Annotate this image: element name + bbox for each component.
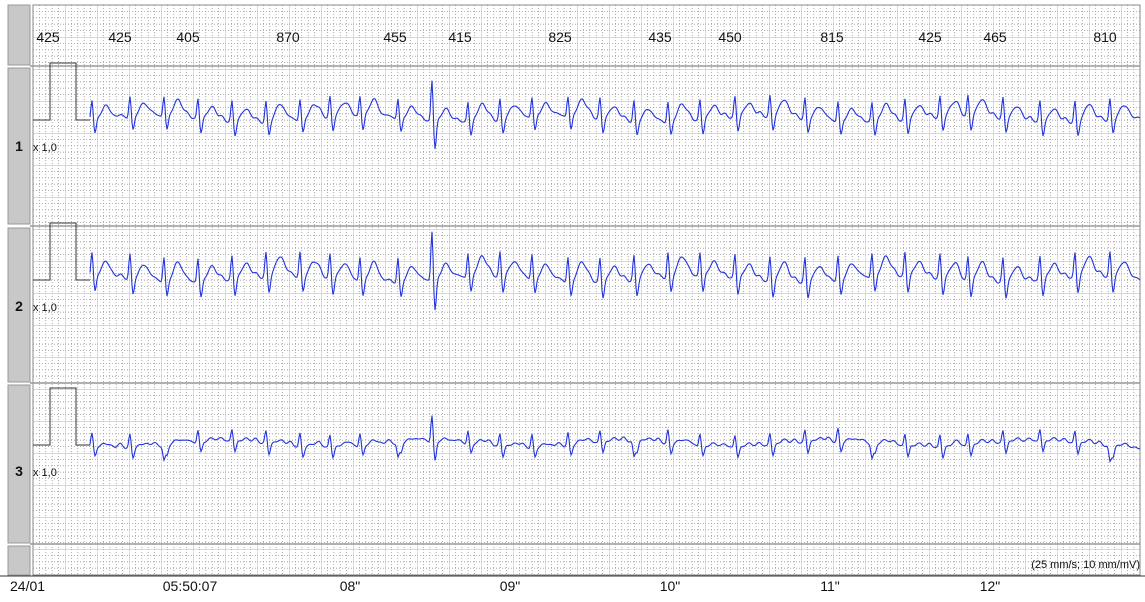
rr-interval: 425 bbox=[36, 29, 60, 45]
grid-border bbox=[32, 4, 1141, 576]
calibration-box bbox=[33, 387, 90, 446]
tab-footer bbox=[7, 545, 31, 576]
calibration-box bbox=[33, 222, 90, 281]
time-label: 12" bbox=[980, 578, 1001, 594]
gain-label: x 1,0 bbox=[33, 142, 57, 154]
rr-interval: 435 bbox=[648, 29, 672, 45]
time-label: 10" bbox=[660, 578, 681, 594]
rr-interval: 870 bbox=[276, 29, 300, 45]
scale-label: (25 mm/s; 10 mm/mV) bbox=[1031, 559, 1140, 571]
rr-interval: 425 bbox=[918, 29, 942, 45]
ecg-trace bbox=[89, 415, 1141, 464]
gain-label: x 1,0 bbox=[33, 302, 57, 314]
time-label: 08" bbox=[340, 578, 361, 594]
ecg-trace bbox=[89, 80, 1141, 149]
rr-interval: 825 bbox=[548, 29, 572, 45]
channel-tabs bbox=[7, 4, 31, 576]
rr-interval: 405 bbox=[176, 29, 200, 45]
tab-channel bbox=[7, 384, 31, 544]
channel-label: 2 bbox=[15, 298, 23, 314]
rr-interval: 455 bbox=[383, 29, 407, 45]
channel-label: 1 bbox=[15, 138, 23, 154]
rr-interval: 425 bbox=[108, 29, 132, 45]
separators bbox=[30, 65, 1140, 545]
time-label: 11" bbox=[820, 578, 840, 594]
tab-header bbox=[7, 4, 31, 66]
time-label: 05:50:07 bbox=[163, 578, 218, 594]
rr-interval: 450 bbox=[718, 29, 742, 45]
tab-channel bbox=[7, 227, 31, 383]
ecg-grid bbox=[33, 5, 1140, 575]
gain-label: x 1,0 bbox=[33, 467, 57, 479]
rr-interval: 810 bbox=[1093, 29, 1117, 45]
rr-interval: 815 bbox=[820, 29, 844, 45]
time-label: 09" bbox=[500, 578, 521, 594]
time-label: 24/01 bbox=[10, 578, 45, 594]
ecg-trace bbox=[89, 231, 1141, 311]
rr-interval: 415 bbox=[448, 29, 472, 45]
calibration-box bbox=[33, 62, 90, 121]
rr-interval: 465 bbox=[983, 29, 1007, 45]
channel-label: 3 bbox=[15, 463, 23, 479]
tab-channel bbox=[7, 67, 31, 225]
